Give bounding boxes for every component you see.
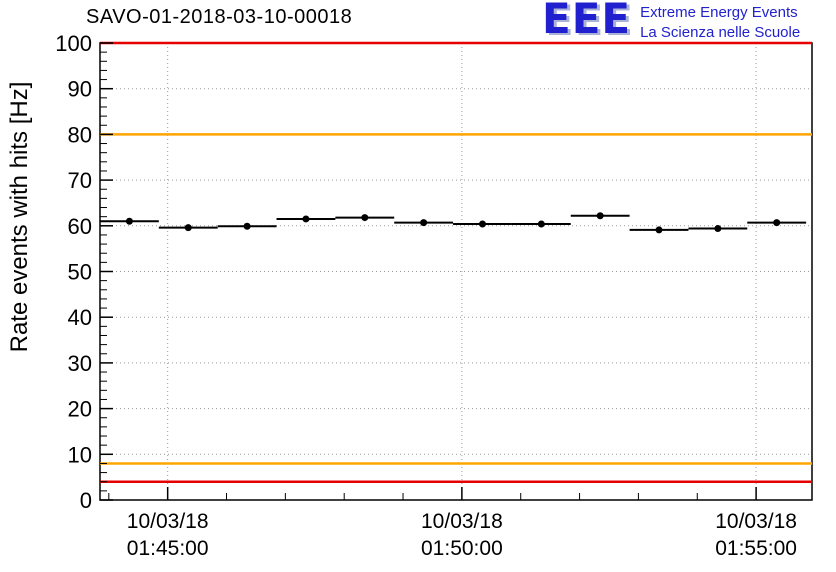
marker	[714, 225, 722, 233]
data-point	[688, 225, 748, 233]
marker	[243, 222, 251, 230]
marker	[302, 215, 310, 223]
y-tick-label: 20	[68, 397, 92, 422]
data-point	[394, 219, 454, 227]
x-tick-label-time: 01:55:00	[715, 537, 797, 560]
data-point	[158, 224, 218, 232]
x-tick-label-date: 10/03/18	[715, 510, 797, 533]
marker	[537, 220, 545, 228]
marker	[655, 226, 663, 234]
chart-title: SAVO-01-2018-03-10-00018	[86, 6, 353, 28]
marker	[420, 219, 428, 227]
y-axis-label: Rate events with hits [Hz]	[6, 82, 33, 353]
eee-logo: EEE Extreme Energy Events La Scienza nel…	[542, 0, 800, 43]
x-tick-label-date: 10/03/18	[421, 510, 503, 533]
y-tick-label: 10	[68, 442, 92, 467]
marker	[184, 224, 192, 232]
y-tick-label: 50	[68, 260, 92, 285]
data-point	[335, 214, 395, 222]
x-tick-label-time: 01:45:00	[127, 537, 209, 560]
marker	[773, 219, 781, 227]
y-tick-label: 0	[80, 488, 92, 513]
logo-subtitle-line2: La Scienza nelle Scuole	[640, 23, 801, 41]
data-point	[629, 226, 689, 234]
marker	[361, 214, 369, 222]
data-point	[217, 222, 277, 230]
y-tick-label: 40	[68, 305, 92, 330]
logo-subtitle-line1: Extreme Energy Events	[640, 4, 798, 21]
data-point	[100, 217, 159, 225]
y-tick-label: 100	[55, 31, 92, 56]
data-point	[453, 220, 512, 228]
data-point	[570, 212, 630, 220]
eee-logo-subtitle: Extreme Energy Events La Scienza nelle S…	[640, 1, 800, 42]
x-tick-label-time: 01:50:00	[421, 537, 503, 560]
y-tick-label: 80	[68, 122, 92, 147]
marker	[125, 217, 133, 225]
x-tick-label-date: 10/03/18	[127, 510, 209, 533]
marker	[596, 212, 604, 220]
data-point	[747, 219, 807, 227]
marker	[478, 220, 486, 228]
y-tick-label: 60	[68, 214, 92, 239]
y-tick-label: 30	[68, 351, 92, 376]
y-tick-label: 90	[68, 77, 92, 102]
eee-logo-text: EEE	[542, 0, 632, 43]
data-point	[511, 220, 571, 228]
y-tick-label: 70	[68, 168, 92, 193]
data-point	[276, 215, 336, 223]
